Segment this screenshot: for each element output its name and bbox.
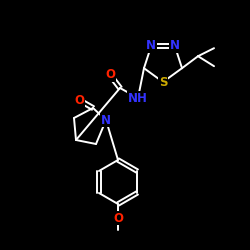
Text: O: O [74,94,84,106]
Text: S: S [159,76,167,88]
Text: N: N [146,39,156,52]
Text: O: O [105,68,115,82]
Text: NH: NH [128,92,148,104]
Text: N: N [170,39,180,52]
Text: N: N [101,114,111,126]
Text: O: O [113,212,123,224]
